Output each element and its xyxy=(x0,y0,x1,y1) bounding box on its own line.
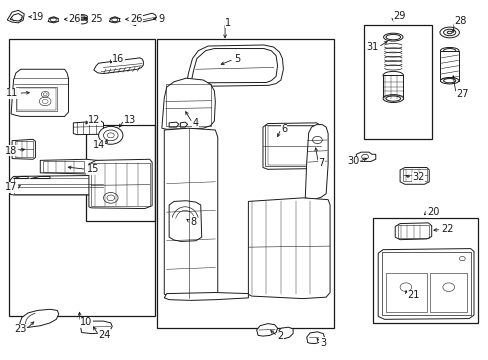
Text: 5: 5 xyxy=(233,54,240,64)
Ellipse shape xyxy=(440,77,458,84)
Polygon shape xyxy=(10,175,105,195)
Polygon shape xyxy=(48,17,58,23)
Ellipse shape xyxy=(440,48,458,54)
Polygon shape xyxy=(7,10,24,23)
Bar xyxy=(42,161,84,172)
Text: 15: 15 xyxy=(86,164,99,174)
Ellipse shape xyxy=(383,33,402,41)
Polygon shape xyxy=(11,69,68,116)
Text: 8: 8 xyxy=(190,217,196,227)
Text: 27: 27 xyxy=(455,89,468,99)
Text: 16: 16 xyxy=(112,54,124,64)
Text: 20: 20 xyxy=(426,207,438,217)
Polygon shape xyxy=(256,324,277,336)
Text: 6: 6 xyxy=(281,124,286,134)
Text: 12: 12 xyxy=(88,115,101,125)
Polygon shape xyxy=(89,159,152,208)
Bar xyxy=(382,75,403,99)
Polygon shape xyxy=(306,332,324,343)
Text: 7: 7 xyxy=(318,158,324,168)
Polygon shape xyxy=(356,152,375,161)
Text: 24: 24 xyxy=(99,330,111,340)
Polygon shape xyxy=(12,139,35,159)
Text: 30: 30 xyxy=(346,157,359,166)
Text: 2: 2 xyxy=(277,331,283,341)
Polygon shape xyxy=(94,58,143,73)
Text: 23: 23 xyxy=(14,324,27,334)
Text: 31: 31 xyxy=(365,42,377,52)
Polygon shape xyxy=(169,201,201,242)
Text: 32: 32 xyxy=(411,172,424,183)
Text: 26: 26 xyxy=(129,14,142,24)
Bar xyxy=(165,84,211,126)
Text: 3: 3 xyxy=(319,338,325,347)
Text: 19: 19 xyxy=(32,12,44,22)
Bar xyxy=(91,163,149,206)
Polygon shape xyxy=(130,13,156,26)
Text: 25: 25 xyxy=(90,14,102,23)
Bar xyxy=(16,87,57,111)
Text: 4: 4 xyxy=(192,118,198,128)
Text: 17: 17 xyxy=(5,182,18,192)
Bar xyxy=(264,125,319,166)
Text: 29: 29 xyxy=(392,11,405,21)
Circle shape xyxy=(312,136,322,144)
Polygon shape xyxy=(377,249,473,319)
Bar xyxy=(402,169,426,181)
Polygon shape xyxy=(40,159,103,174)
Text: 10: 10 xyxy=(80,317,92,327)
Bar xyxy=(363,24,431,139)
Polygon shape xyxy=(73,121,103,135)
Polygon shape xyxy=(399,167,428,184)
Bar xyxy=(381,252,469,315)
Polygon shape xyxy=(164,293,248,300)
Bar xyxy=(385,273,426,312)
Bar xyxy=(14,178,102,194)
Bar xyxy=(267,126,316,165)
Text: 22: 22 xyxy=(441,224,453,234)
Bar xyxy=(9,39,154,316)
Ellipse shape xyxy=(76,19,87,24)
Bar xyxy=(86,125,154,221)
Text: 14: 14 xyxy=(93,140,105,150)
Polygon shape xyxy=(81,321,112,334)
Polygon shape xyxy=(20,309,59,328)
Text: 26: 26 xyxy=(68,14,81,24)
Bar xyxy=(372,217,477,323)
Text: 13: 13 xyxy=(124,115,136,125)
Polygon shape xyxy=(186,45,283,86)
Text: 1: 1 xyxy=(224,18,231,28)
Circle shape xyxy=(99,126,122,144)
Bar xyxy=(15,141,32,157)
Polygon shape xyxy=(248,198,329,298)
Text: 28: 28 xyxy=(454,16,466,26)
Text: 18: 18 xyxy=(5,146,18,156)
Ellipse shape xyxy=(76,15,87,19)
Polygon shape xyxy=(162,78,215,129)
Polygon shape xyxy=(263,123,321,169)
Polygon shape xyxy=(164,128,217,298)
Ellipse shape xyxy=(382,95,403,103)
Ellipse shape xyxy=(76,17,87,21)
Circle shape xyxy=(103,193,118,203)
Ellipse shape xyxy=(439,27,458,38)
Polygon shape xyxy=(109,17,119,23)
Polygon shape xyxy=(394,223,431,240)
Text: 11: 11 xyxy=(6,88,19,98)
Bar xyxy=(18,88,56,111)
Bar xyxy=(429,273,466,312)
Bar xyxy=(440,51,458,81)
Bar xyxy=(157,39,334,328)
Text: 9: 9 xyxy=(158,14,164,23)
Bar xyxy=(397,225,428,238)
Polygon shape xyxy=(305,125,327,200)
Text: 21: 21 xyxy=(407,291,419,300)
Polygon shape xyxy=(277,327,292,339)
Ellipse shape xyxy=(382,71,403,79)
